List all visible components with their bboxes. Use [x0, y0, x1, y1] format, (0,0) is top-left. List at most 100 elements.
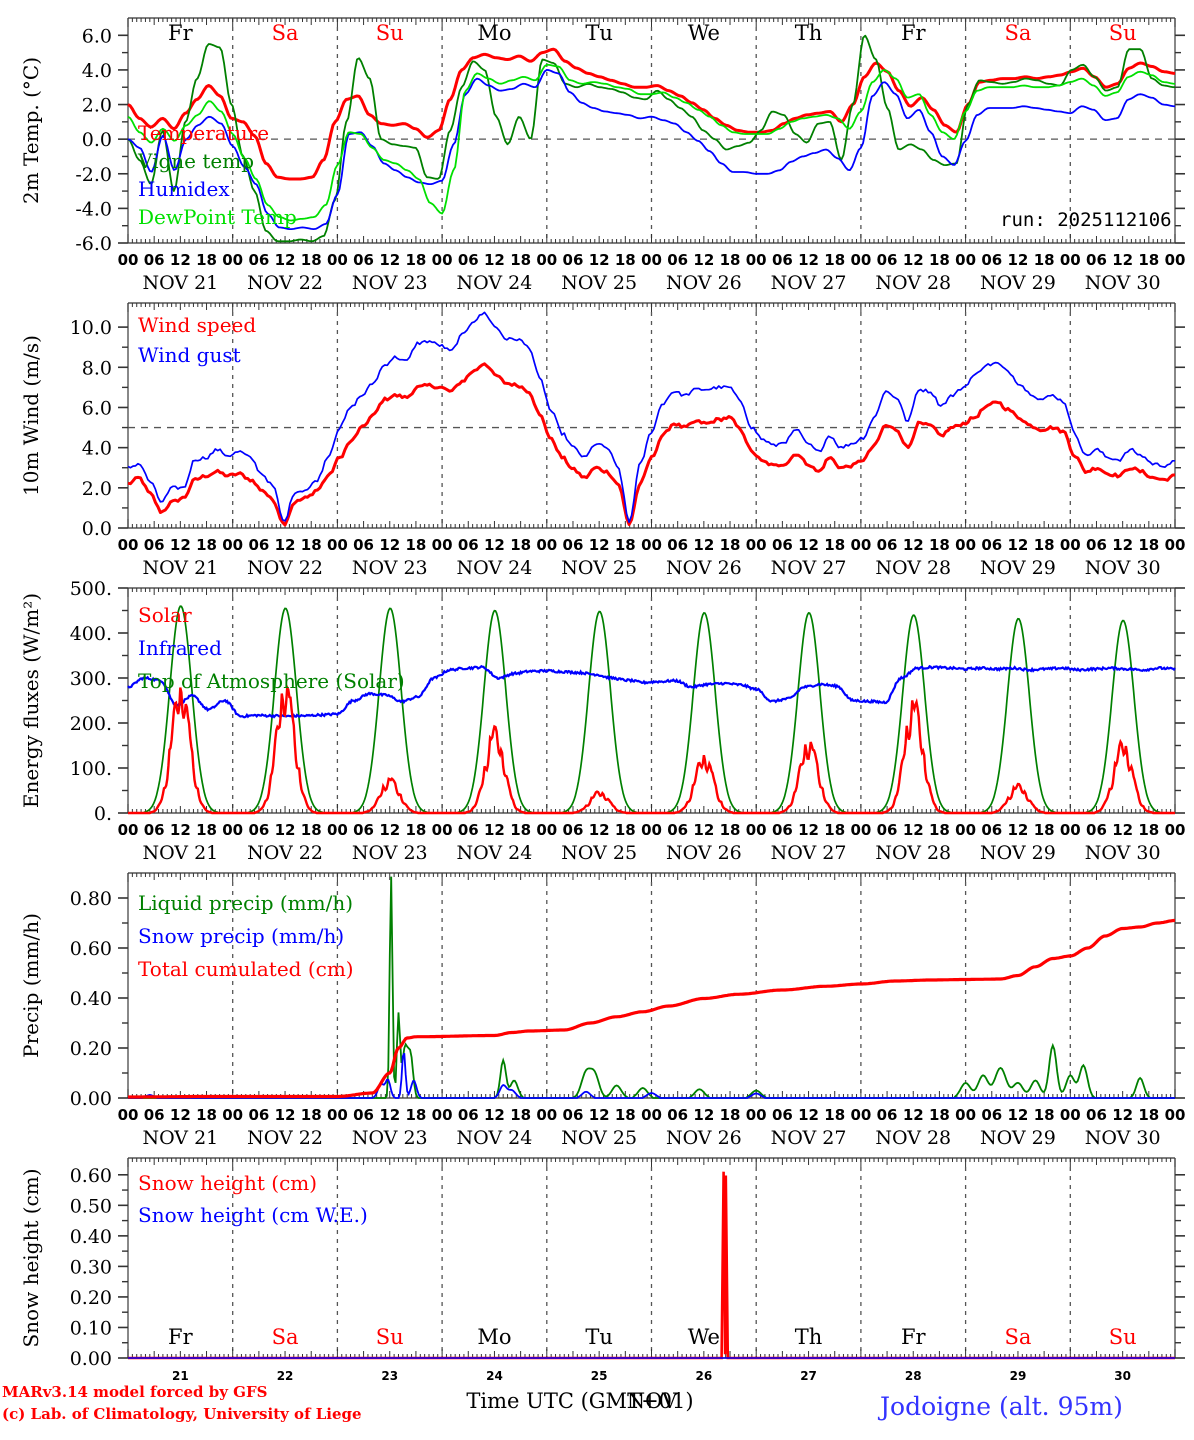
svg-text:10m Wind (m/s): 10m Wind (m/s)	[19, 335, 43, 496]
series-wind-gust	[127, 311, 1175, 523]
svg-text:18: 18	[720, 821, 741, 839]
svg-text:12: 12	[170, 821, 191, 839]
svg-text:00: 00	[1060, 536, 1081, 554]
svg-text:NOV 27: NOV 27	[771, 557, 847, 579]
svg-text:NOV 28: NOV 28	[875, 842, 951, 864]
day-label-4: Tu	[585, 21, 613, 45]
svg-text:23: 23	[381, 1369, 398, 1383]
svg-text:18: 18	[720, 1106, 741, 1124]
panel-temperature: 6.0 4.0 2.0 0.0 -2.0 -4.0 -6.0 2m Temp. (°C) 00 0…	[0, 0, 1194, 294]
svg-text:18: 18	[301, 1106, 322, 1124]
svg-text:18: 18	[929, 536, 950, 554]
series-humidex	[127, 69, 1176, 231]
legend-item: Wind speed	[138, 313, 256, 337]
svg-text:0.80: 0.80	[70, 888, 112, 910]
svg-text:12: 12	[693, 251, 714, 269]
svg-text:06: 06	[877, 536, 898, 554]
svg-text:12: 12	[275, 536, 296, 554]
svg-text:NOV 29: NOV 29	[980, 1127, 1056, 1149]
svg-text:0.20: 0.20	[70, 1287, 112, 1309]
svg-text:6.0: 6.0	[82, 25, 112, 47]
svg-text:00: 00	[118, 1106, 139, 1124]
svg-text:4.0: 4.0	[82, 60, 112, 82]
snow-svg: 0.60 0.50 0.40 0.30 0.20 0.10 0.00 Snow height …	[19, 1157, 1185, 1413]
svg-text:NOV 28: NOV 28	[875, 557, 951, 579]
svg-text:NOV 29: NOV 29	[980, 842, 1056, 864]
legend-item: Snow height (cm)	[138, 1171, 317, 1195]
svg-text:00: 00	[955, 536, 976, 554]
svg-text:18: 18	[929, 1106, 950, 1124]
svg-text:18: 18	[615, 1106, 636, 1124]
temperature-svg: 6.0 4.0 2.0 0.0 -2.0 -4.0 -6.0 2m Temp. (°C) 00 0…	[19, 17, 1185, 294]
svg-text:12: 12	[1008, 251, 1029, 269]
svg-text:12: 12	[1112, 1106, 1133, 1124]
svg-text:NOV 28: NOV 28	[875, 272, 951, 294]
svg-text:0.00: 0.00	[70, 1088, 112, 1110]
panel-snow-height: 0.60 0.50 0.40 0.30 0.20 0.10 0.00 Snow height …	[0, 1140, 1194, 1440]
snow-plot: 0.60 0.50 0.40 0.30 0.20 0.10 0.00 Snow height …	[19, 1157, 1185, 1413]
svg-text:00: 00	[746, 251, 767, 269]
svg-text:12: 12	[1008, 821, 1029, 839]
precip-plot: 0.80 0.60 0.40 0.20 0.00 Precip (mm/h) 00 06 12 1…	[19, 872, 1185, 1149]
svg-text:NOV 30: NOV 30	[1085, 272, 1161, 294]
svg-text:00: 00	[432, 1106, 453, 1124]
svg-text:12: 12	[1008, 1106, 1029, 1124]
svg-text:00: 00	[641, 536, 662, 554]
svg-text:12: 12	[275, 821, 296, 839]
run-label: run: 2025112106	[1000, 209, 1172, 231]
svg-text:-4.0: -4.0	[75, 198, 112, 220]
svg-text:06: 06	[144, 1106, 165, 1124]
svg-text:12: 12	[693, 821, 714, 839]
svg-text:12: 12	[170, 1106, 191, 1124]
svg-text:06: 06	[458, 251, 479, 269]
svg-text:NOV 24: NOV 24	[457, 272, 533, 294]
svg-text:NOV 27: NOV 27	[771, 842, 847, 864]
svg-text:06: 06	[563, 251, 584, 269]
svg-text:00: 00	[1165, 536, 1186, 554]
svg-text:12: 12	[589, 251, 610, 269]
svg-text:00: 00	[746, 1106, 767, 1124]
svg-text:18: 18	[196, 1106, 217, 1124]
svg-text:18: 18	[405, 1106, 426, 1124]
svg-text:06: 06	[353, 821, 374, 839]
svg-text:2m Temp. (°C): 2m Temp. (°C)	[19, 57, 43, 204]
svg-text:NOV 23: NOV 23	[352, 272, 428, 294]
svg-text:06: 06	[353, 536, 374, 554]
svg-text:06: 06	[563, 1106, 584, 1124]
svg-text:12: 12	[1112, 821, 1133, 839]
day-label-bottom-0: Fr	[168, 1325, 194, 1349]
series-infrared	[127, 664, 1176, 719]
day-label-8: Sa	[1004, 21, 1031, 45]
svg-text:Energy fluxes (W/m²): Energy fluxes (W/m²)	[19, 593, 43, 808]
svg-text:06: 06	[458, 1106, 479, 1124]
svg-text:18: 18	[1138, 251, 1159, 269]
svg-text:NOV 24: NOV 24	[457, 557, 533, 579]
svg-text:12: 12	[1112, 536, 1133, 554]
svg-text:00: 00	[850, 821, 871, 839]
day-label-bottom-4: Tu	[585, 1325, 613, 1349]
svg-text:00: 00	[536, 821, 557, 839]
svg-text:18: 18	[1138, 1106, 1159, 1124]
legend-item: Solar	[138, 603, 192, 627]
svg-text:00: 00	[536, 1106, 557, 1124]
svg-text:Snow height (cm): Snow height (cm)	[19, 1168, 43, 1347]
svg-text:06: 06	[981, 251, 1002, 269]
x-axis-label-overlap: NOV	[627, 1389, 678, 1413]
footer-location: Jodoigne (alt. 95m)	[877, 1392, 1123, 1421]
svg-text:500.: 500.	[70, 578, 112, 600]
svg-text:10.0: 10.0	[70, 317, 112, 339]
svg-text:NOV 23: NOV 23	[352, 842, 428, 864]
svg-text:Precip (mm/h): Precip (mm/h)	[19, 913, 43, 1058]
footer-copyright-line: (c) Lab. of Climatology, University of L…	[2, 1405, 362, 1423]
svg-text:NOV 26: NOV 26	[666, 842, 742, 864]
svg-text:-6.0: -6.0	[75, 233, 112, 255]
svg-text:18: 18	[510, 1106, 531, 1124]
svg-text:18: 18	[1138, 536, 1159, 554]
svg-text:18: 18	[1034, 821, 1055, 839]
svg-text:12: 12	[589, 821, 610, 839]
svg-text:00: 00	[955, 1106, 976, 1124]
day-label-2: Su	[376, 21, 404, 45]
svg-text:00: 00	[327, 251, 348, 269]
svg-text:00: 00	[222, 1106, 243, 1124]
